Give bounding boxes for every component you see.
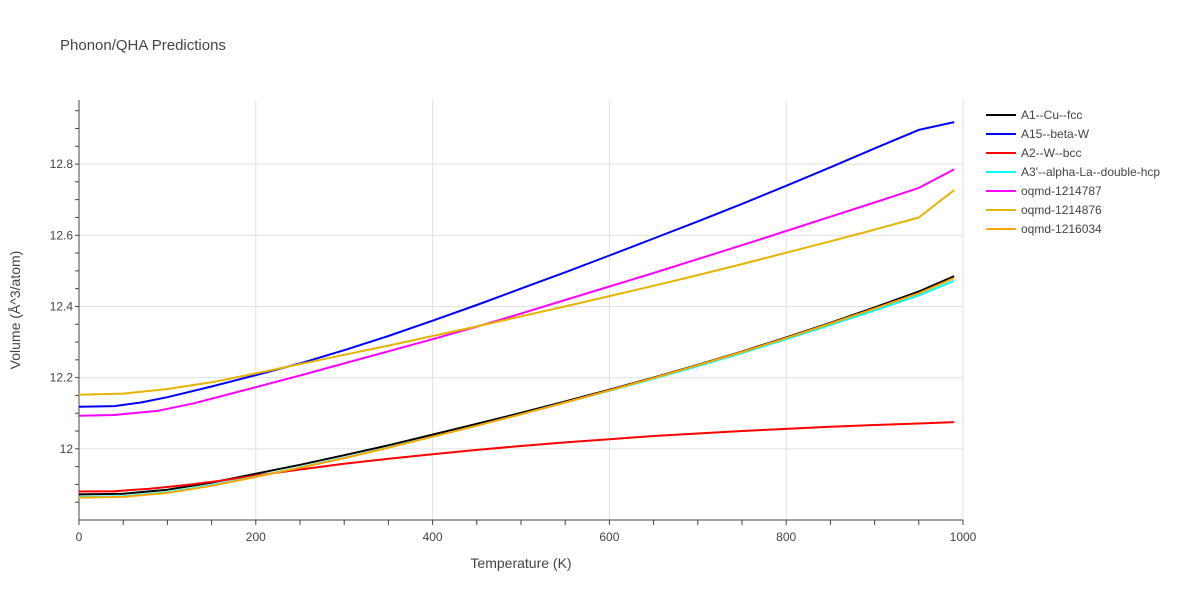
x-axis-title: Temperature (K) <box>470 555 571 571</box>
legend-label: A15--beta-W <box>1021 127 1090 141</box>
x-tick-label: 200 <box>246 530 266 544</box>
legend-label: oqmd-1216034 <box>1021 222 1102 236</box>
legend-label: A3'--alpha-La--double-hcp <box>1021 165 1160 179</box>
series-line-6 <box>78 189 955 396</box>
series-line-2 <box>78 121 955 408</box>
series-line-5 <box>78 168 955 417</box>
grid <box>79 100 964 520</box>
legend-label: A1--Cu--fcc <box>1021 108 1082 122</box>
legend-label: A2--W--bcc <box>1021 146 1081 160</box>
legend: A1--Cu--fcc A15--beta-W A2--W--bcc A3'--alp… <box>986 108 1160 236</box>
legend-label: oqmd-1214876 <box>1021 203 1102 217</box>
y-tick-label: 12.8 <box>50 157 74 171</box>
series-line-7 <box>78 277 955 499</box>
series-line-3 <box>78 421 955 493</box>
series-lines <box>78 121 955 499</box>
x-tick-labels: 0 200 400 600 800 1000 <box>76 530 977 544</box>
x-tick-label: 800 <box>776 530 796 544</box>
x-tick-label: 400 <box>423 530 443 544</box>
x-tick-label: 0 <box>76 530 83 544</box>
y-tick-label: 12.4 <box>50 299 74 313</box>
legend-label: oqmd-1214787 <box>1021 184 1102 198</box>
y-tick-labels: 12 12.2 12.4 12.6 12.8 <box>50 157 74 456</box>
x-tick-label: 600 <box>599 530 619 544</box>
y-tick-label: 12.6 <box>50 228 74 242</box>
y-axis-title: Volume (Å^3/atom) <box>7 251 23 370</box>
x-tick-label: 1000 <box>950 530 977 544</box>
y-tick-label: 12 <box>60 442 74 456</box>
chart-title: Phonon/QHA Predictions <box>60 37 226 54</box>
axes <box>75 100 964 525</box>
y-tick-label: 12.2 <box>50 371 74 385</box>
